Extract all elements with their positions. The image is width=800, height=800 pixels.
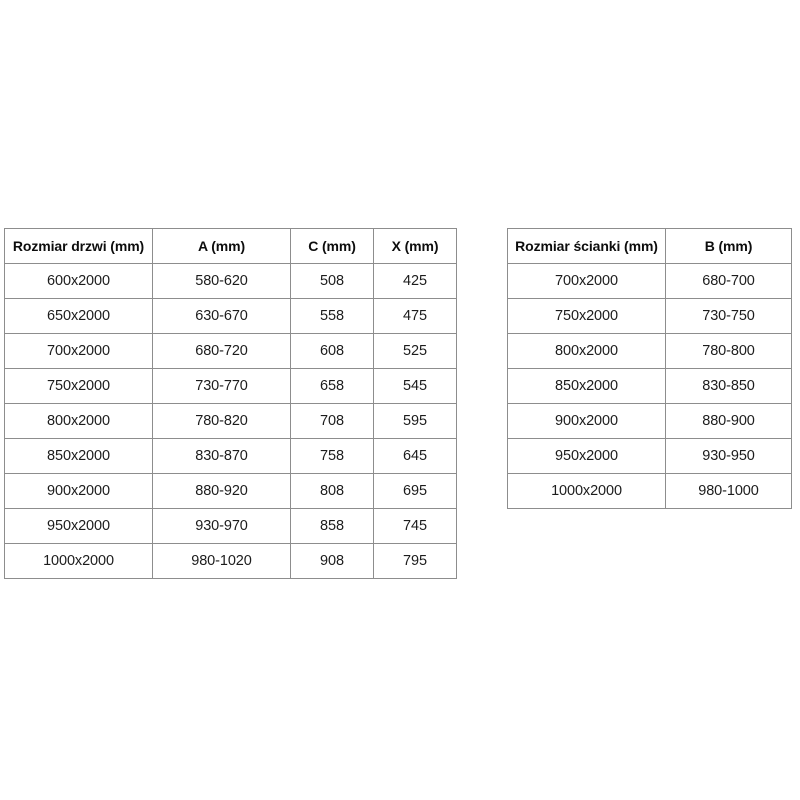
table-row: 700x2000 680-720 608 525 [4, 333, 457, 369]
door-value-cell: 980-1020 [152, 543, 291, 579]
door-value-cell: 758 [290, 438, 374, 474]
wall-value-cell: 880-900 [665, 403, 792, 439]
door-value-cell: 645 [373, 438, 457, 474]
wall-size-cell: 750x2000 [507, 298, 666, 334]
door-value-cell: 475 [373, 298, 457, 334]
wall-column-header: Rozmiar ścianki (mm) [507, 228, 666, 264]
wall-value-cell: 830-850 [665, 368, 792, 404]
table-row: 600x2000 580-620 508 425 [4, 263, 457, 299]
wall-size-cell: 950x2000 [507, 438, 666, 474]
wall-size-cell: 900x2000 [507, 403, 666, 439]
table-row: 900x2000 880-920 808 695 [4, 473, 457, 509]
table-row: 850x2000 830-870 758 645 [4, 438, 457, 474]
door-value-cell: 745 [373, 508, 457, 544]
table-row: 1000x2000 980-1000 [507, 473, 792, 509]
door-value-cell: 908 [290, 543, 374, 579]
door-table-body: Rozmiar drzwi (mm) A (mm) C (mm) X (mm) 600x… [4, 228, 457, 579]
door-value-cell: 558 [290, 298, 374, 334]
door-value-cell: 608 [290, 333, 374, 369]
wall-panel-dimension-table: Rozmiar ścianki (mm) B (mm) 700x2000 680-70… [507, 228, 792, 509]
door-size-cell: 800x2000 [4, 403, 153, 439]
wall-value-cell: 730-750 [665, 298, 792, 334]
door-value-cell: 930-970 [152, 508, 291, 544]
door-value-cell: 830-870 [152, 438, 291, 474]
wall-size-cell: 800x2000 [507, 333, 666, 369]
table-row: 950x2000 930-950 [507, 438, 792, 474]
door-value-cell: 730-770 [152, 368, 291, 404]
door-column-header: C (mm) [290, 228, 374, 264]
wall-size-cell: 700x2000 [507, 263, 666, 299]
door-value-cell: 808 [290, 473, 374, 509]
door-value-cell: 508 [290, 263, 374, 299]
door-column-header: X (mm) [373, 228, 457, 264]
wall-value-cell: 780-800 [665, 333, 792, 369]
door-value-cell: 580-620 [152, 263, 291, 299]
table-row: 700x2000 680-700 [507, 263, 792, 299]
door-size-cell: 600x2000 [4, 263, 153, 299]
table-row: 850x2000 830-850 [507, 368, 792, 404]
door-size-cell: 1000x2000 [4, 543, 153, 579]
door-value-cell: 708 [290, 403, 374, 439]
table-row: 800x2000 780-820 708 595 [4, 403, 457, 439]
door-value-cell: 425 [373, 263, 457, 299]
wall-header-row: Rozmiar ścianki (mm) B (mm) [507, 228, 792, 264]
table-row: 750x2000 730-750 [507, 298, 792, 334]
door-size-cell: 700x2000 [4, 333, 153, 369]
door-header-row: Rozmiar drzwi (mm) A (mm) C (mm) X (mm) [4, 228, 457, 264]
door-size-cell: 650x2000 [4, 298, 153, 334]
door-size-cell: 750x2000 [4, 368, 153, 404]
door-value-cell: 595 [373, 403, 457, 439]
door-size-cell: 900x2000 [4, 473, 153, 509]
door-value-cell: 680-720 [152, 333, 291, 369]
table-row: 650x2000 630-670 558 475 [4, 298, 457, 334]
door-column-header: Rozmiar drzwi (mm) [4, 228, 153, 264]
wall-size-cell: 1000x2000 [507, 473, 666, 509]
wall-value-cell: 980-1000 [665, 473, 792, 509]
wall-table-body: Rozmiar ścianki (mm) B (mm) 700x2000 680-70… [507, 228, 792, 509]
door-value-cell: 795 [373, 543, 457, 579]
door-column-header: A (mm) [152, 228, 291, 264]
table-row: 800x2000 780-800 [507, 333, 792, 369]
table-row: 1000x2000 980-1020 908 795 [4, 543, 457, 579]
door-size-cell: 850x2000 [4, 438, 153, 474]
table-row: 950x2000 930-970 858 745 [4, 508, 457, 544]
door-value-cell: 630-670 [152, 298, 291, 334]
door-size-cell: 950x2000 [4, 508, 153, 544]
wall-size-cell: 850x2000 [507, 368, 666, 404]
wall-value-cell: 930-950 [665, 438, 792, 474]
door-value-cell: 695 [373, 473, 457, 509]
door-value-cell: 858 [290, 508, 374, 544]
table-row: 900x2000 880-900 [507, 403, 792, 439]
table-row: 750x2000 730-770 658 545 [4, 368, 457, 404]
door-value-cell: 780-820 [152, 403, 291, 439]
door-value-cell: 525 [373, 333, 457, 369]
wall-column-header: B (mm) [665, 228, 792, 264]
door-dimension-table: Rozmiar drzwi (mm) A (mm) C (mm) X (mm) 600x… [4, 228, 457, 579]
door-value-cell: 880-920 [152, 473, 291, 509]
door-value-cell: 545 [373, 368, 457, 404]
wall-value-cell: 680-700 [665, 263, 792, 299]
door-value-cell: 658 [290, 368, 374, 404]
